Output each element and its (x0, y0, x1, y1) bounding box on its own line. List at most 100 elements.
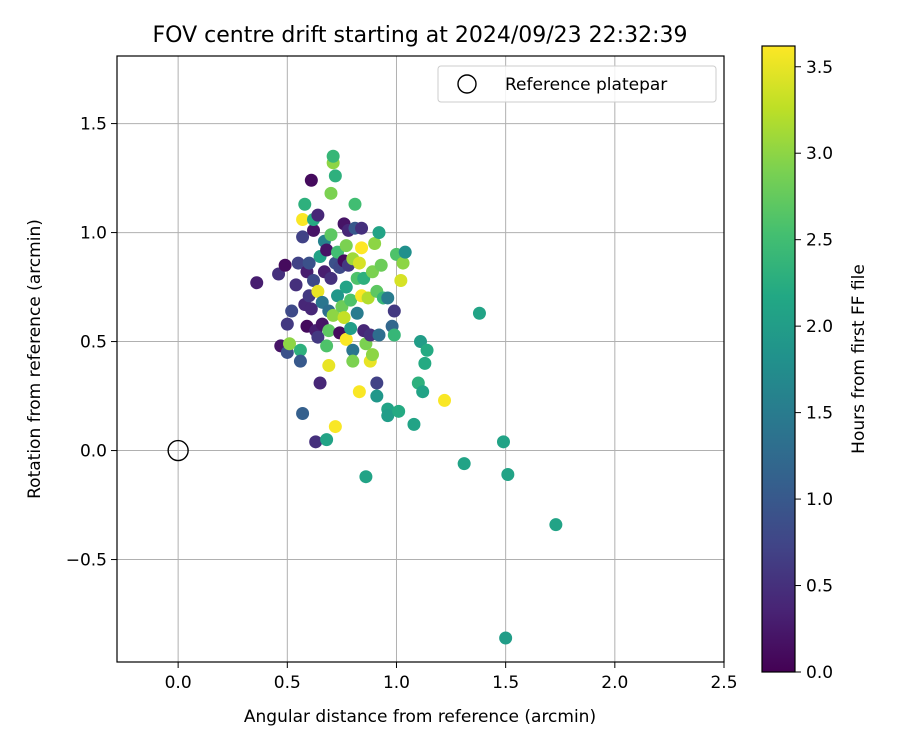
x-ticks: 0.0 0.5 1.0 1.5 2.0 2.5 (165, 662, 738, 693)
colorbar-tick-label: 2.0 (806, 317, 833, 337)
x-tick-label: 0.0 (165, 673, 192, 693)
data-point (344, 293, 358, 307)
colorbar-tick-label: 1.0 (806, 490, 833, 510)
x-tick-label: 2.0 (601, 673, 628, 693)
data-point (344, 321, 358, 335)
data-point (278, 258, 292, 272)
data-point (322, 359, 336, 373)
data-point (293, 343, 307, 357)
data-point (549, 518, 563, 532)
legend-marker-circle-icon (457, 74, 477, 94)
data-point (355, 241, 369, 255)
legend-entry: Reference platepar (505, 75, 667, 95)
data-point (368, 236, 382, 250)
data-point (348, 197, 362, 211)
data-point (355, 221, 369, 235)
data-point (352, 385, 366, 399)
data-point (396, 256, 410, 270)
data-point (311, 284, 325, 298)
data-point (496, 435, 510, 449)
data-point (307, 274, 321, 288)
data-point (289, 278, 303, 292)
reference-platepar-marker (167, 439, 189, 462)
data-point (280, 317, 294, 331)
data-point (387, 304, 401, 318)
data-point (499, 631, 513, 645)
data-point (472, 306, 486, 320)
data-point (291, 256, 305, 270)
data-point (407, 417, 421, 431)
data-point (326, 308, 340, 322)
y-tick-label: 1.5 (80, 115, 107, 135)
data-point (313, 376, 327, 390)
data-point (352, 256, 366, 270)
data-point (296, 406, 310, 420)
data-point (420, 343, 434, 357)
data-point (370, 389, 384, 403)
data-point (296, 230, 310, 244)
colorbar-tick-label: 0.0 (806, 663, 833, 683)
data-point (326, 149, 340, 163)
data-point (457, 457, 471, 471)
colorbar-tick-label: 0.5 (806, 577, 833, 597)
data-point (304, 173, 318, 187)
data-point (320, 339, 334, 353)
colorbar-tick-label: 2.5 (806, 231, 833, 251)
data-point (328, 420, 342, 434)
x-tick-label: 0.5 (274, 673, 301, 693)
data-point (370, 376, 384, 390)
data-point (387, 328, 401, 342)
data-point (307, 223, 321, 237)
data-point (320, 433, 334, 447)
data-point (418, 356, 432, 370)
colorbar-tick-label: 3.5 (806, 58, 833, 78)
data-point (324, 228, 338, 242)
data-point (346, 343, 360, 357)
data-point (320, 243, 334, 257)
data-point (339, 332, 353, 346)
data-point (394, 274, 408, 288)
legend-box (437, 65, 717, 103)
reference-layer (167, 439, 189, 462)
data-point (374, 258, 388, 272)
data-point (346, 354, 360, 368)
data-point (501, 468, 515, 482)
y-tick-label: 0.5 (80, 333, 107, 353)
data-point (296, 212, 310, 226)
data-point (328, 169, 342, 183)
x-tick-label: 1.0 (383, 673, 410, 693)
data-point (372, 328, 386, 342)
data-point (309, 435, 323, 449)
x-tick-label: 1.5 (492, 673, 519, 693)
colorbar-tick-label: 3.0 (806, 144, 833, 164)
data-point (359, 470, 373, 484)
y-tick-label: 1.0 (80, 224, 107, 244)
data-point (331, 289, 345, 303)
points-layer (250, 149, 563, 645)
data-point (285, 304, 299, 318)
x-tick-label: 2.5 (710, 673, 737, 693)
legend: Reference platepar (437, 65, 717, 103)
grid-layer (117, 56, 725, 662)
data-point (416, 385, 430, 399)
data-point (381, 409, 395, 423)
data-point (250, 276, 264, 290)
data-point (381, 291, 395, 305)
data-point (322, 324, 336, 338)
data-point (365, 348, 379, 362)
data-point (339, 280, 353, 294)
colorbar-ticks: 0.0 0.5 1.0 1.5 2.0 2.5 3.0 3.5 (795, 58, 833, 683)
data-point (324, 186, 338, 200)
y-tick-label: −0.5 (66, 551, 107, 571)
y-ticks: −0.5 0.0 0.5 1.0 1.5 (66, 115, 117, 571)
y-axis-label: Rotation from reference (arcmin) (25, 219, 45, 499)
data-point (350, 306, 364, 320)
data-point (298, 197, 312, 211)
x-axis-label: Angular distance from reference (arcmin) (244, 707, 596, 727)
data-point (311, 330, 325, 344)
colorbar (761, 45, 796, 673)
data-point (304, 302, 318, 316)
data-point (339, 239, 353, 253)
